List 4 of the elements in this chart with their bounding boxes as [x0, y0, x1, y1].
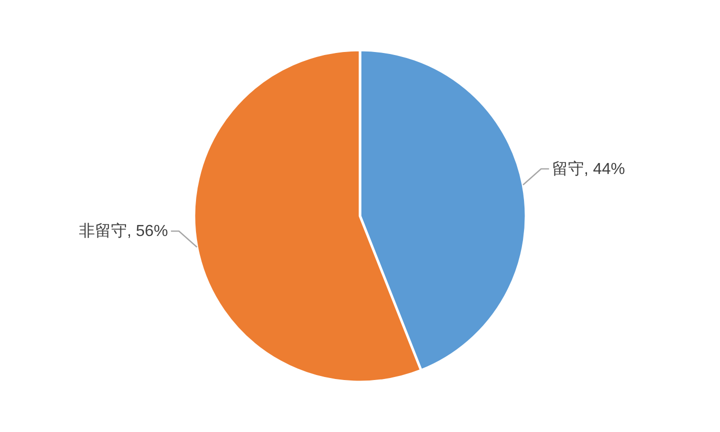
- slice-label: 非留守: [79, 222, 128, 240]
- data-label: , 56%: [127, 223, 168, 240]
- data-label: , 44%: [584, 160, 625, 178]
- slice-label: 留守: [552, 160, 584, 178]
